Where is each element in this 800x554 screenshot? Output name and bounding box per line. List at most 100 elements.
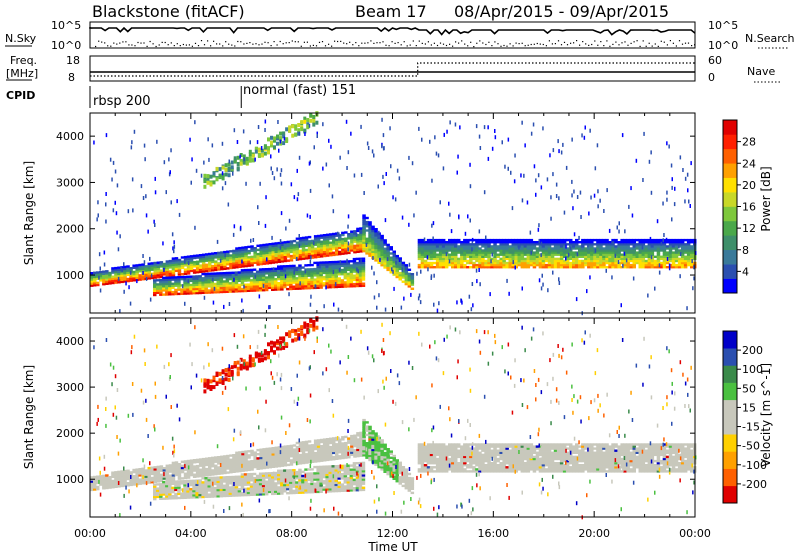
power-cell [165, 260, 170, 263]
power-cell [212, 180, 216, 185]
velocity-cell [214, 472, 218, 476]
power-cell [236, 155, 240, 160]
power-cell [313, 239, 318, 242]
power-cell [356, 240, 360, 243]
power-cell [608, 249, 612, 252]
velocity-cell [249, 485, 254, 488]
power-speck [535, 192, 537, 197]
velocity-cell [356, 446, 360, 449]
power-cell [680, 261, 685, 265]
power-cell [362, 224, 366, 228]
power-cell [448, 245, 452, 248]
power-cell [532, 257, 537, 261]
power-cell [350, 230, 354, 233]
power-cell [559, 259, 564, 263]
power-cell [417, 257, 422, 261]
power-cell [225, 276, 230, 279]
velocity-cell [274, 459, 278, 462]
power-cell [239, 161, 243, 166]
power-speck [325, 285, 327, 290]
nsearch-point [467, 45, 469, 47]
velocity-cell [192, 496, 196, 499]
power-cell [180, 292, 184, 295]
power-cell [255, 283, 260, 286]
power-cell [520, 257, 525, 261]
nsearch-point [328, 43, 330, 45]
velocity-cell [195, 469, 200, 472]
velocity-cell [325, 442, 330, 445]
velocity-cell [153, 468, 157, 471]
velocity-cell [255, 487, 260, 490]
power-cell [671, 243, 676, 246]
power-cell [398, 274, 402, 277]
power-cell [438, 251, 443, 254]
power-speck [471, 282, 474, 286]
power-cell [556, 259, 561, 263]
power-cell [423, 249, 428, 252]
velocity-cell [255, 493, 260, 496]
velocity-cell [319, 447, 324, 450]
power-speck [373, 153, 375, 158]
power-cell [683, 261, 688, 265]
power-cell [141, 275, 145, 279]
velocity-cell [132, 475, 136, 478]
power-cell [383, 241, 387, 244]
power-speck [513, 179, 516, 184]
power-cell [165, 276, 169, 279]
velocity-cell [171, 478, 176, 481]
velocity-cell [344, 454, 348, 457]
power-speck [416, 271, 418, 276]
power-cell [189, 259, 194, 262]
velocity-cell [198, 462, 203, 465]
power-cell [392, 271, 396, 274]
nsearch-point [200, 40, 203, 42]
power-cell [313, 280, 317, 283]
power-cell [329, 252, 333, 255]
power-cell [656, 243, 661, 246]
power-cell [186, 290, 190, 293]
power-cell [454, 255, 458, 258]
power-speck [347, 247, 349, 252]
power-cell [156, 271, 161, 275]
power-speck [684, 199, 686, 204]
velocity-cell [210, 491, 214, 494]
velocity-cell [153, 470, 157, 473]
power-cell [575, 247, 579, 250]
power-cell [484, 251, 488, 254]
velocity-cell [210, 485, 214, 488]
power-cell [569, 249, 573, 252]
nsky-tick-bottom: 10^0 [51, 39, 81, 52]
power-speck [530, 250, 532, 255]
velocity-cell [144, 479, 148, 483]
power-cell [653, 261, 658, 265]
power-cell [253, 259, 257, 262]
power-speck [573, 189, 575, 194]
power-cell [346, 283, 351, 286]
power-cell [265, 262, 269, 265]
power-cell [665, 255, 670, 258]
power-speck [658, 270, 661, 275]
power-cell [286, 283, 290, 287]
power-cell [368, 225, 372, 228]
power-cell [307, 246, 312, 249]
power-cell [529, 238, 534, 242]
power-cell [386, 247, 390, 251]
power-cell [365, 216, 369, 220]
power-cell [274, 244, 278, 247]
velocity-cell [262, 466, 266, 470]
power-cell [171, 269, 176, 273]
velocity-cell [271, 453, 275, 456]
power-cell [371, 248, 375, 251]
velocity-cell [219, 484, 224, 487]
velocity-cell [213, 491, 217, 494]
power-speck [479, 282, 481, 287]
power-cell [469, 257, 473, 261]
velocity-cell [162, 493, 166, 496]
power-cell [623, 266, 627, 269]
velocity-cell [286, 463, 291, 467]
power-cell [374, 255, 378, 258]
velocity-cell [301, 461, 306, 465]
power-speck [654, 286, 656, 291]
power-cell [686, 259, 691, 263]
power-cell [650, 266, 655, 269]
